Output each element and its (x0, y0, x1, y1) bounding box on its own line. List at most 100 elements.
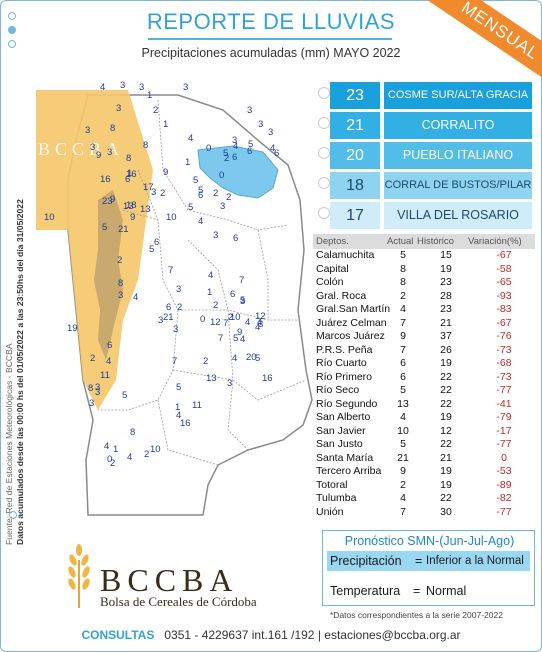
top-station-name: CORRAL DE BUSTOS/PILAR (384, 172, 532, 199)
station-rainfall-value: 1 (185, 157, 190, 168)
cell-historico: 19 (440, 357, 452, 369)
cell-historico: 21 (440, 316, 452, 329)
station-rainfall-value: 4 (106, 356, 111, 367)
station-rainfall-value: 17 (143, 182, 154, 193)
top-station-value: 17 (330, 202, 380, 229)
wheat-icon (68, 544, 90, 608)
cell-depto: Río Primero (316, 370, 373, 383)
contact-separator: | (317, 628, 321, 642)
cell-actual: 6 (400, 357, 406, 369)
decor-dots (8, 12, 16, 54)
report-subtitle: Precipitaciones acumuladas (mm) MAYO 202… (141, 46, 401, 60)
bccba-logo: BCCBA Bolsa de Cereales de Córdoba (62, 540, 272, 610)
station-rainfall-value: 6 (232, 152, 237, 163)
station-rainfall-value: 3 (90, 142, 95, 153)
station-rainfall-value: 11 (100, 370, 110, 381)
cell-actual: 10 (397, 424, 409, 437)
cell-actual: 5 (400, 384, 406, 396)
station-rainfall-value: 7 (172, 356, 177, 367)
station-rainfall-value: 4 (100, 82, 105, 93)
station-rainfall-value: 2 (213, 300, 218, 311)
cell-depto: Gral.San Martín (316, 303, 391, 315)
cell-variacion: -67 (496, 249, 512, 261)
table-row: Gral.San Martín 4 23 -83 (313, 303, 535, 317)
cell-actual: 5 (400, 438, 406, 450)
cell-depto: Río Seco (316, 384, 360, 396)
cell-depto: Tercero Arriba (316, 465, 382, 477)
station-rainfall-value: 11 (192, 400, 202, 411)
contact-email[interactable]: estaciones@bccba.org.ar (324, 628, 461, 642)
station-rainfall-value: 6 (233, 233, 238, 244)
cell-depto: San Justo (316, 438, 363, 450)
table-row: Totoral 2 19 -89 (313, 479, 535, 493)
station-rainfall-value: 1 (207, 287, 212, 298)
table-row: Colón 8 23 -65 (313, 276, 535, 290)
top-station-value: 23 (330, 82, 380, 109)
station-rainfall-value: 4 (232, 353, 237, 364)
cell-depto: Unión (316, 505, 344, 518)
forecast-title: Pronóstico SMN-(Jun-Jul-Ago) (344, 534, 515, 548)
cell-actual: 8 (400, 262, 406, 275)
station-rainfall-value: 3 (268, 127, 273, 138)
table-row: Río Seco 5 22 -77 (313, 384, 535, 398)
top-station-value: 20 (330, 142, 380, 169)
cell-historico: 28 (440, 289, 452, 302)
cell-actual: 7 (400, 505, 406, 518)
table-row: Marcos Juárez 9 37 -76 (313, 330, 535, 344)
top-station-name: CORRALITO (384, 112, 532, 139)
station-rainfall-value: 4 (127, 452, 132, 463)
cell-actual: 9 (400, 465, 406, 477)
station-rainfall-value: 3 (89, 398, 94, 409)
rank-marker (318, 177, 330, 189)
decor-dot (9, 511, 17, 519)
station-rainfall-value: 3 (95, 382, 100, 393)
station-rainfall-value: 5 (188, 202, 193, 213)
station-rainfall-value: 6 (247, 146, 252, 157)
table-row: P.R.S. Peña 7 26 -73 (313, 344, 535, 358)
station-rainfall-value: 4 (104, 441, 109, 452)
station-rainfall-value: 9 (163, 167, 168, 178)
station-rainfall-value: 7 (168, 265, 173, 276)
station-rainfall-value: 6 (274, 148, 279, 159)
cell-historico: 21 (440, 451, 452, 464)
cell-depto: San Javier (316, 424, 366, 437)
station-rainfall-value: 16 (180, 418, 191, 429)
station-rainfall-value: 3 (258, 119, 263, 130)
cell-historico: 22 (440, 397, 452, 410)
station-rainfall-value: 2 (144, 449, 149, 460)
table-row: San Javier 10 12 -17 (313, 425, 535, 439)
station-rainfall-value: 3 (158, 315, 163, 326)
station-rainfall-value: 5 (149, 244, 154, 255)
station-rainfall-value: 2 (213, 188, 218, 199)
station-rainfall-value: 2 (153, 105, 158, 116)
station-rainfall-value: 13 (206, 373, 217, 384)
cell-actual: 7 (400, 343, 406, 356)
temp-value: Normal (426, 584, 467, 598)
cell-variacion: -77 (496, 505, 512, 518)
station-rainfall-value: 9 (110, 194, 115, 205)
station-rainfall-value: 8 (118, 278, 123, 289)
station-rainfall-value: 18 (126, 200, 137, 211)
station-rainfall-value: 7 (239, 275, 244, 286)
sierras-area (36, 90, 153, 410)
station-rainfall-value: 4 (240, 334, 245, 345)
title-underline (148, 38, 392, 40)
cell-variacion: -76 (496, 330, 512, 342)
station-rainfall-value: 3 (232, 135, 237, 146)
station-rainfall-value: 21 (118, 224, 129, 235)
table-row: San Alberto 4 19 -79 (313, 411, 535, 425)
forecast-precip-row: Precipitación = Inferior a la Normal (327, 551, 530, 571)
station-rainfall-value: 16 (100, 174, 111, 185)
cell-actual: 7 (400, 316, 406, 329)
top-station-name: PUEBLO ITALIANO (384, 142, 532, 169)
station-rainfall-value: 3 (85, 125, 90, 136)
decor-dot (8, 12, 16, 20)
station-rainfall-value: 4 (270, 143, 275, 154)
station-rainfall-value: 3 (227, 378, 232, 389)
cell-actual: 6 (400, 370, 406, 383)
rank-marker (318, 147, 330, 159)
station-rainfall-value: 5 (122, 390, 127, 401)
station-rainfall-value: 2 (228, 312, 233, 323)
cell-depto: Tulumba (316, 492, 357, 504)
cell-depto: Río Cuarto (316, 357, 367, 369)
